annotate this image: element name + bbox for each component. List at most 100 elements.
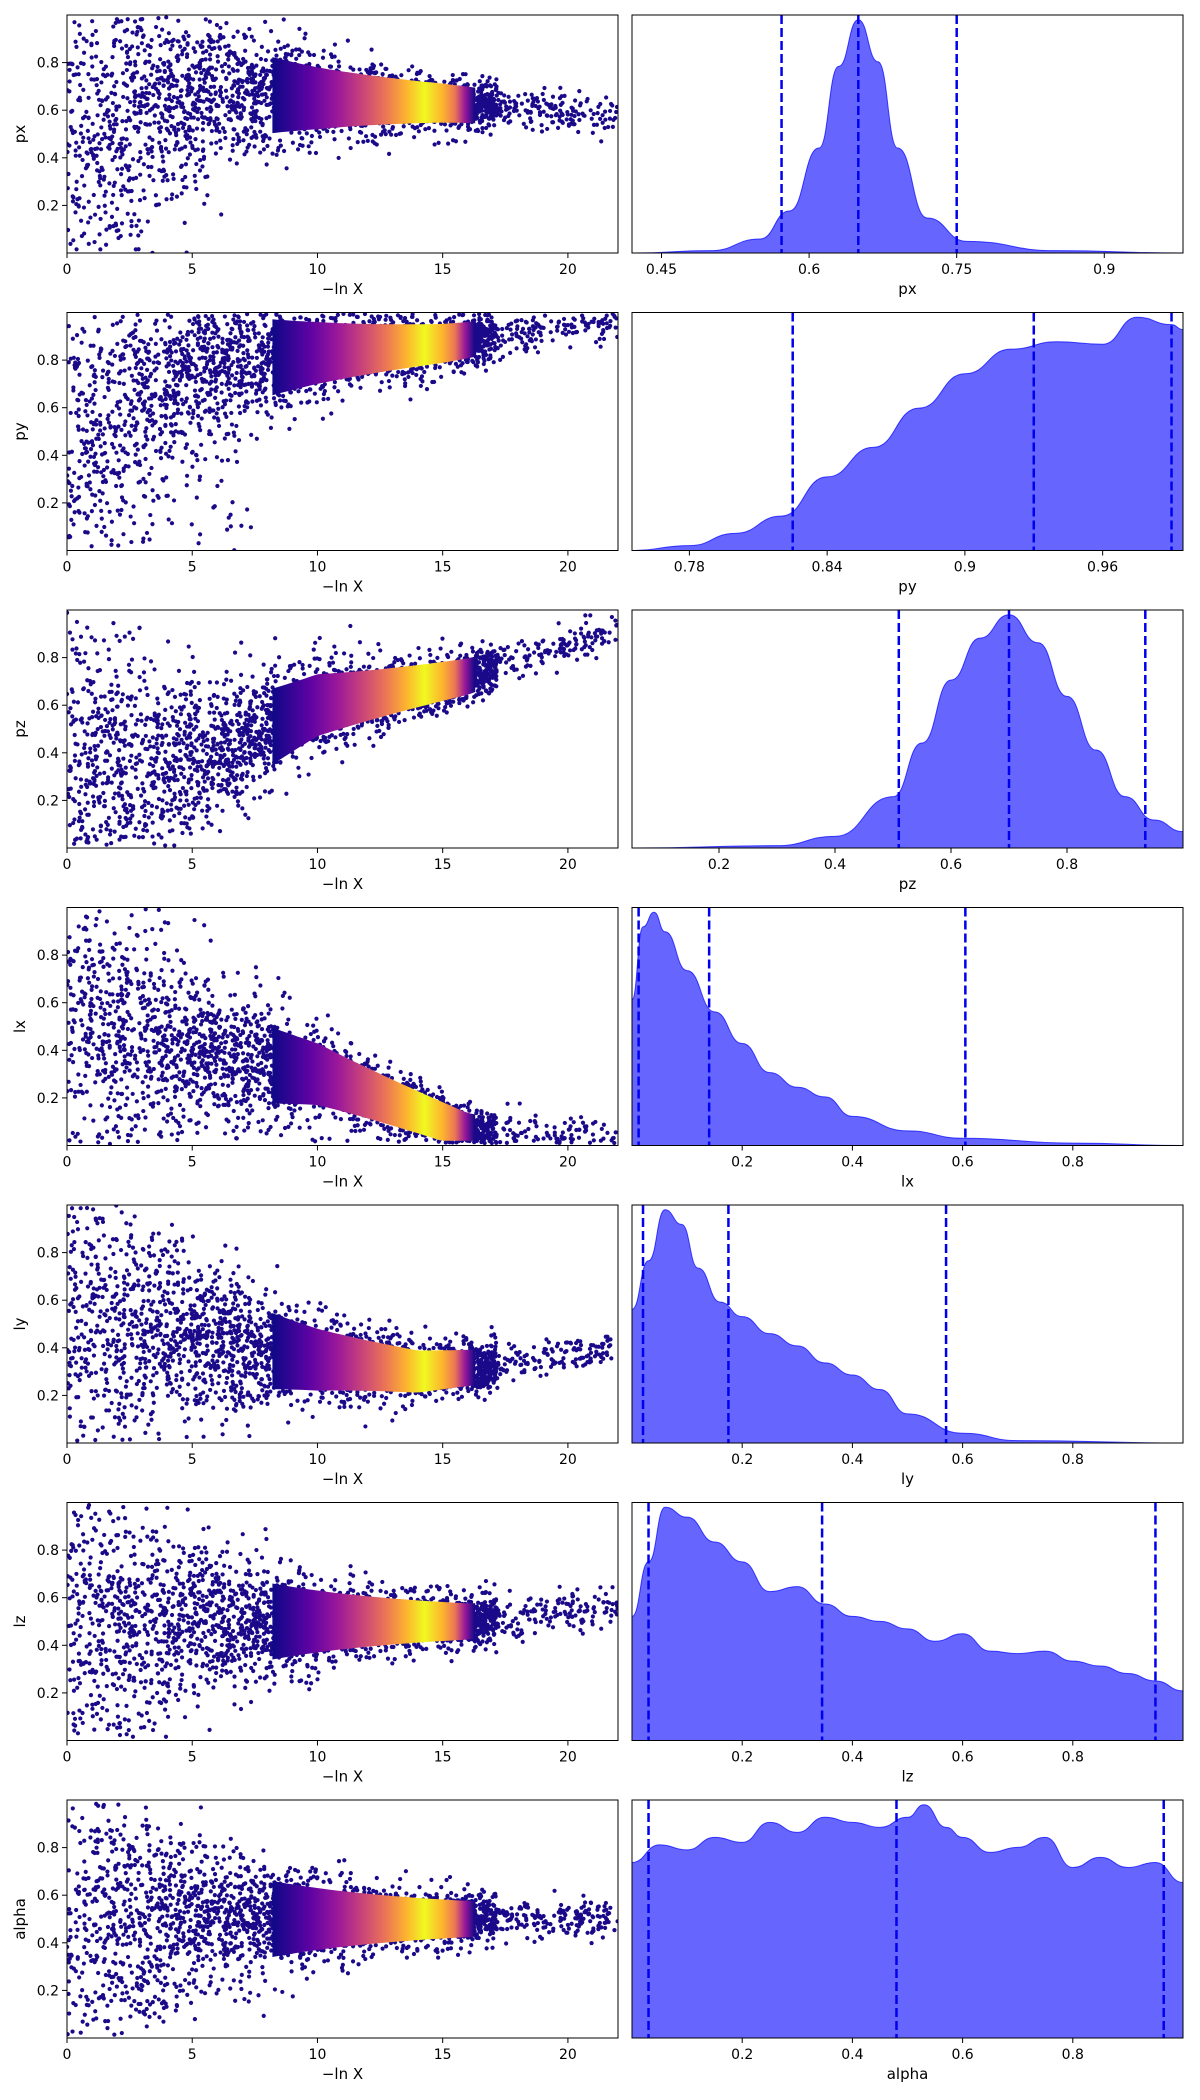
x-axis-label: −ln X <box>322 578 363 596</box>
y-tick-label: 0.2 <box>37 198 59 214</box>
posterior-mass-band <box>272 57 476 134</box>
scatter-points <box>67 1503 618 1739</box>
trace-panel-pz: 0.2 0.4 0.6 0.8 pz 0 5 10 15 20 −ln X <box>11 609 619 893</box>
y-tick-label: 0.2 <box>37 496 59 512</box>
posterior-mass-band <box>272 1583 476 1660</box>
posterior-density <box>632 19 1183 253</box>
x-tick-label: 0 <box>63 262 72 278</box>
x-tick-label: 5 <box>188 857 197 873</box>
x-axis-label: −ln X <box>322 1768 363 1786</box>
axes-frame <box>66 1502 619 1741</box>
axes-frame <box>631 907 1184 1146</box>
x-tick-label: 10 <box>309 262 327 278</box>
x-axis-label: px <box>898 280 917 298</box>
y-tick-label: 0.8 <box>37 651 59 667</box>
axes-frame <box>631 14 1184 254</box>
x-tick-label: 0.8 <box>1062 1750 1084 1766</box>
posterior-density <box>632 316 1183 551</box>
y-tick-label: 0.8 <box>37 1841 59 1857</box>
posterior-panel-pz: 0.2 0.4 0.6 0.8 pz <box>631 609 1184 893</box>
axes-frame <box>66 907 619 1146</box>
x-tick-label: 5 <box>188 1155 197 1171</box>
x-tick-label: 0.8 <box>1062 1452 1084 1468</box>
x-tick-label: 15 <box>434 857 452 873</box>
y-axis-label: alpha <box>11 1898 29 1940</box>
x-tick-label: 20 <box>559 1452 577 1468</box>
x-axis-label: −ln X <box>322 1173 363 1191</box>
x-tick-label: 0.6 <box>951 1452 973 1468</box>
x-tick-label: 15 <box>434 262 452 278</box>
x-tick-label: 0 <box>63 1155 72 1171</box>
posterior-mass-band <box>272 656 476 765</box>
x-tick-label: 0.6 <box>940 857 962 873</box>
trace-panel-lx: 0.2 0.4 0.6 0.8 lx 0 5 10 15 20 −ln X <box>11 907 619 1191</box>
axes-frame <box>631 1204 1184 1444</box>
x-tick-label: 15 <box>434 1750 452 1766</box>
y-tick-label: 0.4 <box>37 1638 59 1654</box>
x-tick-label: 0.6 <box>798 262 820 278</box>
x-axis-label: pz <box>899 875 917 893</box>
x-tick-label: 20 <box>559 2047 577 2063</box>
x-tick-label: 0.4 <box>841 2047 863 2063</box>
x-tick-label: 5 <box>188 1750 197 1766</box>
y-tick-label: 0.6 <box>37 1591 59 1607</box>
axes-frame <box>631 312 1184 551</box>
x-tick-label: 0.78 <box>674 560 705 576</box>
x-tick-label: 5 <box>188 2047 197 2063</box>
x-tick-label: 0.2 <box>731 1750 753 1766</box>
y-axis-label: lz <box>11 1615 29 1627</box>
x-tick-label: 0.96 <box>1087 560 1118 576</box>
posterior-mass-band <box>272 1027 476 1141</box>
x-tick-label: 5 <box>188 262 197 278</box>
trace-panel-px: 0.2 0.4 0.6 0.8 px 0 5 10 15 20 −ln X <box>11 14 619 298</box>
x-tick-label: 0.2 <box>731 1155 753 1171</box>
x-axis-label: py <box>898 578 917 596</box>
posterior-density <box>632 1506 1183 1741</box>
y-tick-label: 0.8 <box>37 948 59 964</box>
y-tick-label: 0.8 <box>37 56 59 72</box>
y-tick-label: 0.6 <box>37 698 59 714</box>
trace-panel-lz: 0.2 0.4 0.6 0.8 lz 0 5 10 15 20 −ln X <box>11 1502 619 1786</box>
x-tick-label: 20 <box>559 857 577 873</box>
scatter-points <box>67 610 618 848</box>
x-axis-label: −ln X <box>322 280 363 298</box>
y-axis-label: py <box>11 422 29 441</box>
posterior-density <box>632 1804 1183 2038</box>
y-tick-label: 0.6 <box>37 103 59 119</box>
y-tick-label: 0.6 <box>37 996 59 1012</box>
posterior-panel-ly: 0.2 0.4 0.6 0.8 ly <box>631 1204 1184 1488</box>
x-axis-label: ly <box>901 1470 914 1488</box>
x-axis-label: −ln X <box>322 1470 363 1488</box>
scatter-points <box>67 907 618 1146</box>
posterior-density <box>632 614 1183 848</box>
y-tick-label: 0.4 <box>37 151 59 167</box>
y-tick-label: 0.2 <box>37 793 59 809</box>
x-tick-label: 15 <box>434 2047 452 2063</box>
x-tick-label: 0.6 <box>951 1155 973 1171</box>
x-tick-label: 20 <box>559 1750 577 1766</box>
x-tick-label: 0.2 <box>731 2047 753 2063</box>
scatter-points <box>67 312 618 551</box>
x-tick-label: 15 <box>434 1452 452 1468</box>
x-tick-label: 0.8 <box>1056 857 1078 873</box>
trace-panel-py: 0.2 0.4 0.6 0.8 py 0 5 10 15 20 −ln X <box>11 312 619 596</box>
y-tick-label: 0.4 <box>37 1043 59 1059</box>
y-tick-label: 0.8 <box>37 1246 59 1262</box>
x-tick-label: 0.2 <box>708 857 730 873</box>
x-tick-label: 5 <box>188 1452 197 1468</box>
x-tick-label: 0 <box>63 560 72 576</box>
x-tick-label: 10 <box>309 1155 327 1171</box>
x-tick-label: 0.9 <box>1093 262 1115 278</box>
posterior-panel-lz: 0.2 0.4 0.6 0.8 lz <box>631 1502 1184 1786</box>
y-tick-label: 0.2 <box>37 1091 59 1107</box>
trace-panel-alpha: 0.2 0.4 0.6 0.8 alpha 0 5 10 15 20 −ln X <box>11 1799 619 2083</box>
posterior-panel-px: 0.45 0.6 0.75 0.9 px <box>631 14 1184 298</box>
posterior-density <box>632 1209 1183 1443</box>
axes-frame <box>66 1799 619 2039</box>
y-tick-label: 0.2 <box>37 1388 59 1404</box>
axes-frame <box>631 609 1184 849</box>
x-tick-label: 0.75 <box>941 262 972 278</box>
posterior-panel-lx: 0.2 0.4 0.6 0.8 lx <box>631 907 1184 1191</box>
x-tick-label: 0.45 <box>646 262 677 278</box>
x-tick-label: 20 <box>559 262 577 278</box>
